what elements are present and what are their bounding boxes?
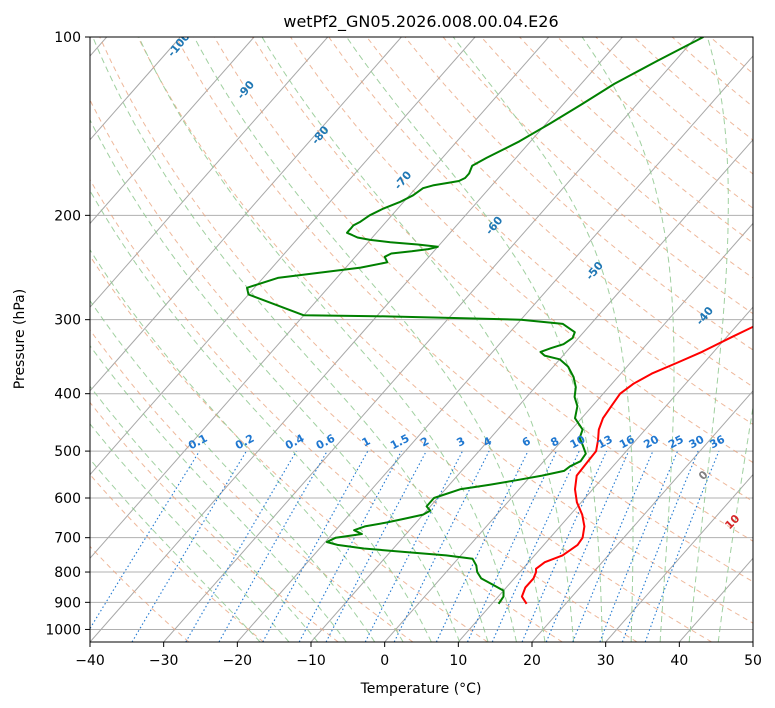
isotherm-30 [605, 473, 753, 642]
mixing-ratio-line-0.1 [90, 450, 200, 630]
moist-adiabat-40 [688, 37, 729, 642]
x-tick-label: 10 [449, 653, 467, 669]
x-tick-label: −10 [296, 653, 326, 669]
dry-adiabats [90, 37, 753, 642]
x-axis-ticks: −40 −30 −20 −10 0 10 20 30 40 50 [75, 642, 762, 669]
isotherm--70 [90, 37, 402, 392]
moist-adiabat-28 [346, 37, 603, 642]
plot-frame [89, 36, 754, 643]
dry-adiabat-50 [137, 37, 753, 624]
x-tick-label: 40 [670, 653, 688, 669]
y-axis-label: Pressure (hPa) [12, 289, 28, 389]
moist-adiabat-44 [717, 404, 753, 642]
mixing-ratio-line-3 [364, 450, 463, 642]
mixing-ratio-lines [90, 450, 720, 642]
isotherm--60 [90, 37, 476, 476]
y-tick-label: 600 [54, 491, 81, 507]
y-tick-label: 200 [54, 208, 81, 224]
dry-adiabat-60 [175, 37, 753, 583]
x-tick-label: 30 [597, 653, 615, 669]
isotherm-10 [457, 306, 753, 642]
x-tick-label: 50 [744, 653, 762, 669]
dry-adiabat-120 [404, 37, 753, 351]
mixing-ratio-label: 25 [666, 433, 686, 452]
y-tick-label: 400 [54, 387, 81, 403]
dry-adiabat-20 [90, 178, 563, 642]
y-tick-label: 500 [54, 444, 81, 460]
x-tick-label: −40 [75, 653, 105, 669]
y-tick-label: 100 [54, 30, 81, 46]
isotherm--80 [90, 37, 329, 308]
moist-adiabat--4 [90, 299, 376, 642]
x-tick-label: −20 [223, 653, 253, 669]
y-tick-label: 300 [54, 313, 81, 329]
moist-adiabats [90, 37, 753, 642]
mixing-ratio-label: 20 [641, 433, 661, 452]
mixing-ratio-label: 36 [707, 433, 727, 452]
isotherm-20 [531, 390, 753, 642]
mixing-ratio-line-20 [572, 450, 654, 642]
moist-adiabat-16 [138, 37, 517, 642]
dry-adiabat-130 [442, 37, 753, 315]
moist-adiabat-4 [90, 189, 432, 642]
isotherm--20 [236, 55, 753, 642]
temperature-profile [520, 325, 753, 605]
moist-adiabat-36 [581, 37, 675, 642]
moist-adiabat-8 [90, 118, 461, 642]
y-tick-label: 900 [54, 595, 81, 611]
isotherm--10 [310, 138, 753, 642]
mixing-ratio-line-16 [545, 450, 630, 642]
isotherm--100 [90, 37, 181, 141]
isotherm-grid [90, 37, 753, 642]
mixing-ratio-line-1.5 [298, 450, 402, 642]
isotherm--40 [90, 37, 623, 642]
mixing-ratio-label: 13 [595, 433, 615, 452]
moist-adiabat--12 [90, 385, 319, 642]
moist-adiabat-32 [452, 37, 634, 642]
mixing-ratio-line-25 [599, 450, 679, 642]
isotherm--90 [90, 37, 255, 225]
x-tick-label: −30 [149, 653, 179, 669]
mixing-ratio-line-30 [621, 450, 699, 642]
y-axis-ticks: 100 200 300 400 500 600 700 800 900 1000 [45, 30, 90, 638]
moist-adiabat--8 [90, 344, 347, 642]
mixing-ratio-line-0.6 [218, 450, 328, 642]
mixing-ratio-line-1 [262, 450, 369, 642]
moist-adiabat-20 [193, 37, 546, 642]
mixing-ratio-label: 30 [687, 433, 707, 452]
mixing-ratio-label: 10 [568, 433, 588, 452]
mixing-ratio-line-36 [644, 450, 720, 642]
dry-adiabat--20 [90, 473, 264, 642]
y-tick-label: 800 [54, 565, 81, 581]
dry-adiabat-10 [90, 255, 488, 642]
x-axis-label: Temperature (°C) [360, 681, 482, 697]
moist-adiabat--20 [90, 458, 261, 642]
x-tick-label: 20 [523, 653, 541, 669]
dry-adiabat-70 [213, 37, 753, 542]
y-tick-label: 1000 [45, 622, 81, 638]
moist-adiabat-24 [261, 37, 575, 642]
moist-adiabat-12 [92, 37, 489, 642]
dry-adiabat--10 [90, 401, 339, 642]
moist-adiabat--16 [90, 423, 290, 642]
isobar-grid [90, 37, 753, 630]
isotherm--30 [163, 37, 697, 642]
profile-series [246, 37, 753, 605]
plot-area: 0.1 0.2 0.4 0.6 1 1.5 2 3 4 6 8 10 13 16 20 25 30 36-100-… [90, 37, 753, 642]
y-tick-label: 700 [54, 531, 81, 547]
moist-adiabat-0 [90, 248, 404, 642]
isotherm--50 [90, 37, 550, 560]
dry-adiabat-100 [328, 37, 753, 425]
mixing-ratio-line-13 [521, 450, 608, 642]
isotherm-0 [384, 222, 753, 642]
mixing-ratio-line-4 [393, 450, 490, 642]
mixing-ratio-label: 16 [617, 433, 637, 452]
chart-title: wetPf2_GN05.2026.008.00.04.E26 [283, 12, 558, 32]
x-tick-label: 0 [380, 653, 389, 669]
dewpoint-profile [246, 37, 704, 605]
